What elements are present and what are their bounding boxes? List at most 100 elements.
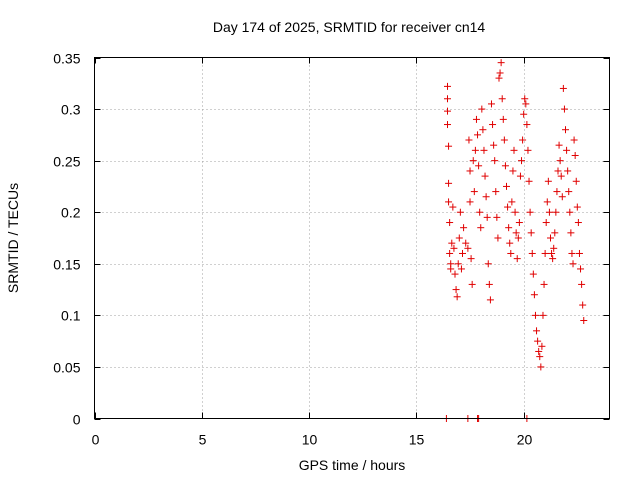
data-point xyxy=(545,208,553,216)
data-point xyxy=(497,59,505,67)
data-point xyxy=(579,301,587,309)
data-point xyxy=(551,229,559,237)
data-point xyxy=(486,296,494,304)
data-point xyxy=(499,115,507,123)
data-point xyxy=(472,115,480,123)
data-point xyxy=(457,265,465,273)
data-point xyxy=(487,100,495,108)
data-point xyxy=(513,255,521,263)
data-point xyxy=(447,265,455,273)
data-point xyxy=(471,146,479,154)
data-point xyxy=(477,224,485,232)
data-point xyxy=(489,121,497,129)
data-point xyxy=(445,179,453,187)
data-point xyxy=(466,198,474,206)
data-point xyxy=(533,327,541,335)
y-tick-label: 0.3 xyxy=(61,102,81,118)
data-point xyxy=(520,110,528,118)
data-point xyxy=(445,198,453,206)
data-point xyxy=(578,280,586,288)
data-point xyxy=(540,280,548,288)
data-point xyxy=(443,95,451,103)
data-point xyxy=(575,249,583,257)
data-point xyxy=(552,208,560,216)
data-point xyxy=(468,280,476,288)
data-point xyxy=(519,136,527,144)
data-point xyxy=(512,229,520,237)
data-point xyxy=(465,136,473,144)
data-point xyxy=(462,239,470,247)
data-point xyxy=(536,353,544,361)
data-point xyxy=(491,157,499,165)
x-tick-label: 15 xyxy=(409,432,425,448)
data-point xyxy=(558,193,566,201)
data-point xyxy=(550,244,558,252)
data-point xyxy=(538,342,546,350)
data-point xyxy=(483,213,491,221)
data-point xyxy=(466,167,474,175)
data-point xyxy=(535,347,543,355)
data-point xyxy=(549,255,557,263)
data-point xyxy=(573,203,581,211)
data-point xyxy=(492,188,500,196)
y-tick-labels: 0 0.05 0.1 0.15 0.2 0.25 0.3 0.35 xyxy=(53,51,80,428)
data-point xyxy=(567,229,575,237)
data-point xyxy=(516,172,524,180)
data-point xyxy=(476,208,484,216)
x-tick-label: 10 xyxy=(302,432,318,448)
data-point xyxy=(553,188,561,196)
data-point xyxy=(556,157,564,165)
data-point xyxy=(528,249,536,257)
data-point xyxy=(510,146,518,154)
data-point xyxy=(566,208,574,216)
data-point xyxy=(560,105,568,113)
data-point xyxy=(500,136,508,144)
data-point xyxy=(443,121,451,129)
y-tick-label: 0 xyxy=(73,412,81,428)
data-point xyxy=(501,162,509,170)
data-point xyxy=(577,265,585,273)
data-point xyxy=(548,249,556,257)
data-point xyxy=(504,203,512,211)
data-point xyxy=(479,126,487,134)
data-point xyxy=(555,141,563,149)
data-point xyxy=(482,193,490,201)
data-point xyxy=(485,280,493,288)
data-point xyxy=(493,213,501,221)
data-point xyxy=(469,157,477,165)
data-point xyxy=(539,311,547,319)
data-point xyxy=(480,146,488,154)
data-point xyxy=(505,224,513,232)
data-point xyxy=(455,234,463,242)
chart-title: Day 174 of 2025, SRMTID for receiver cn1… xyxy=(213,19,486,35)
data-point xyxy=(544,177,552,185)
data-point xyxy=(481,172,489,180)
data-point xyxy=(475,162,483,170)
data-point xyxy=(496,69,504,77)
y-tick-label: 0.1 xyxy=(61,308,81,324)
data-point xyxy=(525,177,533,185)
data-point xyxy=(574,219,582,227)
data-point xyxy=(515,219,523,227)
data-point xyxy=(459,249,467,257)
data-point xyxy=(569,260,577,268)
data-point xyxy=(537,363,545,371)
x-tick-label: 5 xyxy=(199,432,207,448)
data-point xyxy=(546,234,554,242)
data-point xyxy=(446,249,454,257)
data-point xyxy=(562,126,570,134)
y-tick-label: 0.15 xyxy=(53,257,80,273)
data-point xyxy=(526,208,534,216)
data-point xyxy=(498,95,506,103)
grid xyxy=(94,57,610,419)
x-tick-label: 0 xyxy=(92,432,100,448)
data-point xyxy=(467,255,475,263)
data-point xyxy=(448,239,456,247)
data-point xyxy=(474,131,482,139)
data-point xyxy=(453,293,461,301)
data-point xyxy=(529,270,537,278)
data-point xyxy=(446,219,454,227)
axis-ticks xyxy=(94,57,610,420)
data-point xyxy=(543,198,551,206)
